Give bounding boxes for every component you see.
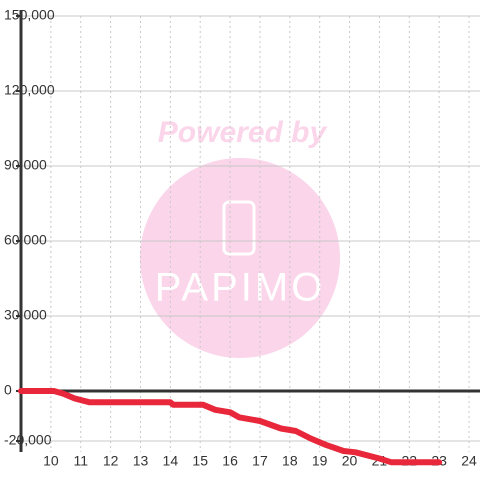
y-tick-label: 90,000 <box>4 157 47 173</box>
x-tick-label: 20 <box>342 453 358 469</box>
x-tick-label: 15 <box>192 453 208 469</box>
y-tick-label: 30,000 <box>4 307 47 323</box>
y-tick-label: -20,000 <box>4 432 52 448</box>
x-tick-label: 16 <box>222 453 238 469</box>
data-line <box>18 388 443 466</box>
y-tick-label: 120,000 <box>4 82 55 98</box>
x-tick-label: 24 <box>461 453 477 469</box>
watermark-logo: PAPIMO <box>155 266 326 310</box>
watermark-text: Powered by <box>158 116 328 149</box>
x-tick-label: 13 <box>133 453 149 469</box>
x-tick-label: 18 <box>282 453 298 469</box>
x-tick-label: 14 <box>163 453 179 469</box>
x-tick-label: 12 <box>103 453 119 469</box>
x-tick-label: 11 <box>73 453 88 469</box>
x-tick-label: 10 <box>43 453 59 469</box>
y-tick-label: 60,000 <box>4 232 47 248</box>
watermark-circle <box>140 158 340 358</box>
x-tick-label: 19 <box>312 453 328 469</box>
y-tick-label: 0 <box>4 382 12 398</box>
y-tick-label: 150,000 <box>4 7 55 23</box>
x-tick-label: 17 <box>252 453 268 469</box>
watermark-icon <box>222 200 256 256</box>
